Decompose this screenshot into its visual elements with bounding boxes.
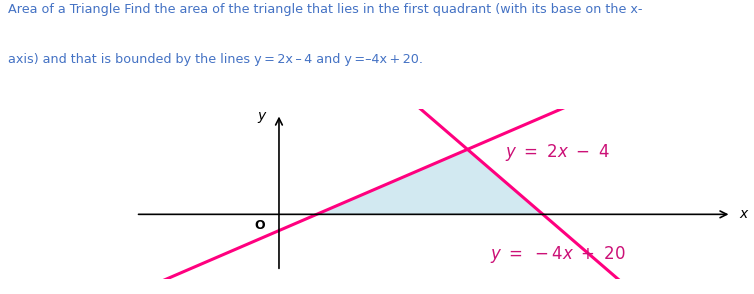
Text: Area of a Triangle Find the area of the triangle that lies in the first quadrant: Area of a Triangle Find the area of the … — [8, 3, 642, 16]
Text: axis) and that is bounded by the lines y = 2x – 4 and y =–4x + 20.: axis) and that is bounded by the lines y… — [8, 53, 422, 66]
Text: $y\ =\ 2x\ -\ 4$: $y\ =\ 2x\ -\ 4$ — [505, 142, 610, 163]
Text: $x$: $x$ — [739, 207, 749, 221]
Text: $y$: $y$ — [257, 111, 268, 126]
Text: $y\ =\ -4x\ +\ 20$: $y\ =\ -4x\ +\ 20$ — [490, 244, 626, 265]
Text: $\mathbf{O}$: $\mathbf{O}$ — [254, 219, 266, 232]
